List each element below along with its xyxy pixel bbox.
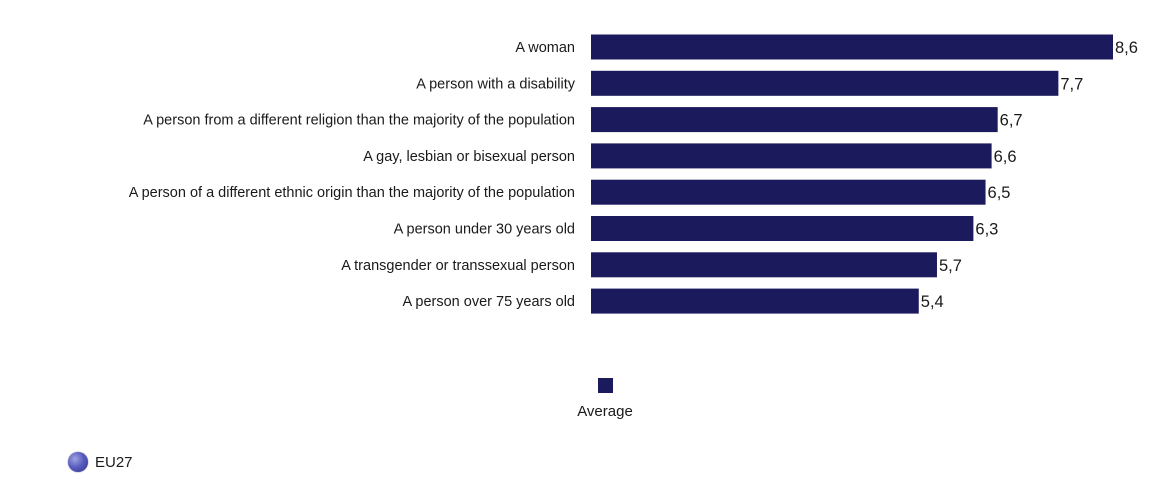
category-label: A woman bbox=[515, 40, 575, 56]
region-label: EU27 bbox=[95, 453, 133, 471]
bar bbox=[591, 252, 937, 278]
category-label: A person over 75 years old bbox=[403, 294, 576, 310]
bar bbox=[591, 288, 919, 314]
bar bbox=[591, 179, 986, 205]
bar bbox=[591, 70, 1059, 96]
value-label: 7,7 bbox=[1060, 75, 1083, 93]
category-label: A transgender or transsexual person bbox=[341, 258, 575, 274]
category-label: A person under 30 years old bbox=[394, 222, 575, 238]
bar bbox=[591, 216, 974, 241]
category-label: A person with a disability bbox=[416, 76, 576, 92]
legend-label-average: Average bbox=[577, 403, 633, 420]
value-label: 6,3 bbox=[975, 221, 998, 239]
value-label: 5,7 bbox=[939, 257, 962, 275]
region-indicator: EU27 bbox=[68, 452, 133, 472]
value-label: 8,6 bbox=[1115, 39, 1138, 57]
category-label: A person of a different ethnic origin th… bbox=[129, 185, 575, 201]
value-label: 6,6 bbox=[994, 148, 1017, 166]
bar bbox=[591, 143, 992, 169]
category-label: A gay, lesbian or bisexual person bbox=[363, 149, 575, 165]
chart-canvas: A woman 8,6 A person with a disability 7,7 A… bbox=[129, 34, 1138, 314]
category-label: A person from a different religion than … bbox=[143, 113, 575, 129]
bar bbox=[591, 107, 998, 133]
eu-globe-icon bbox=[68, 452, 88, 472]
value-label: 5,4 bbox=[921, 293, 944, 311]
bar bbox=[591, 34, 1113, 60]
legend-swatch-average bbox=[597, 378, 613, 393]
value-label: 6,7 bbox=[1000, 112, 1023, 130]
value-label: 6,5 bbox=[988, 184, 1011, 202]
chart-legend: Average bbox=[560, 378, 650, 421]
